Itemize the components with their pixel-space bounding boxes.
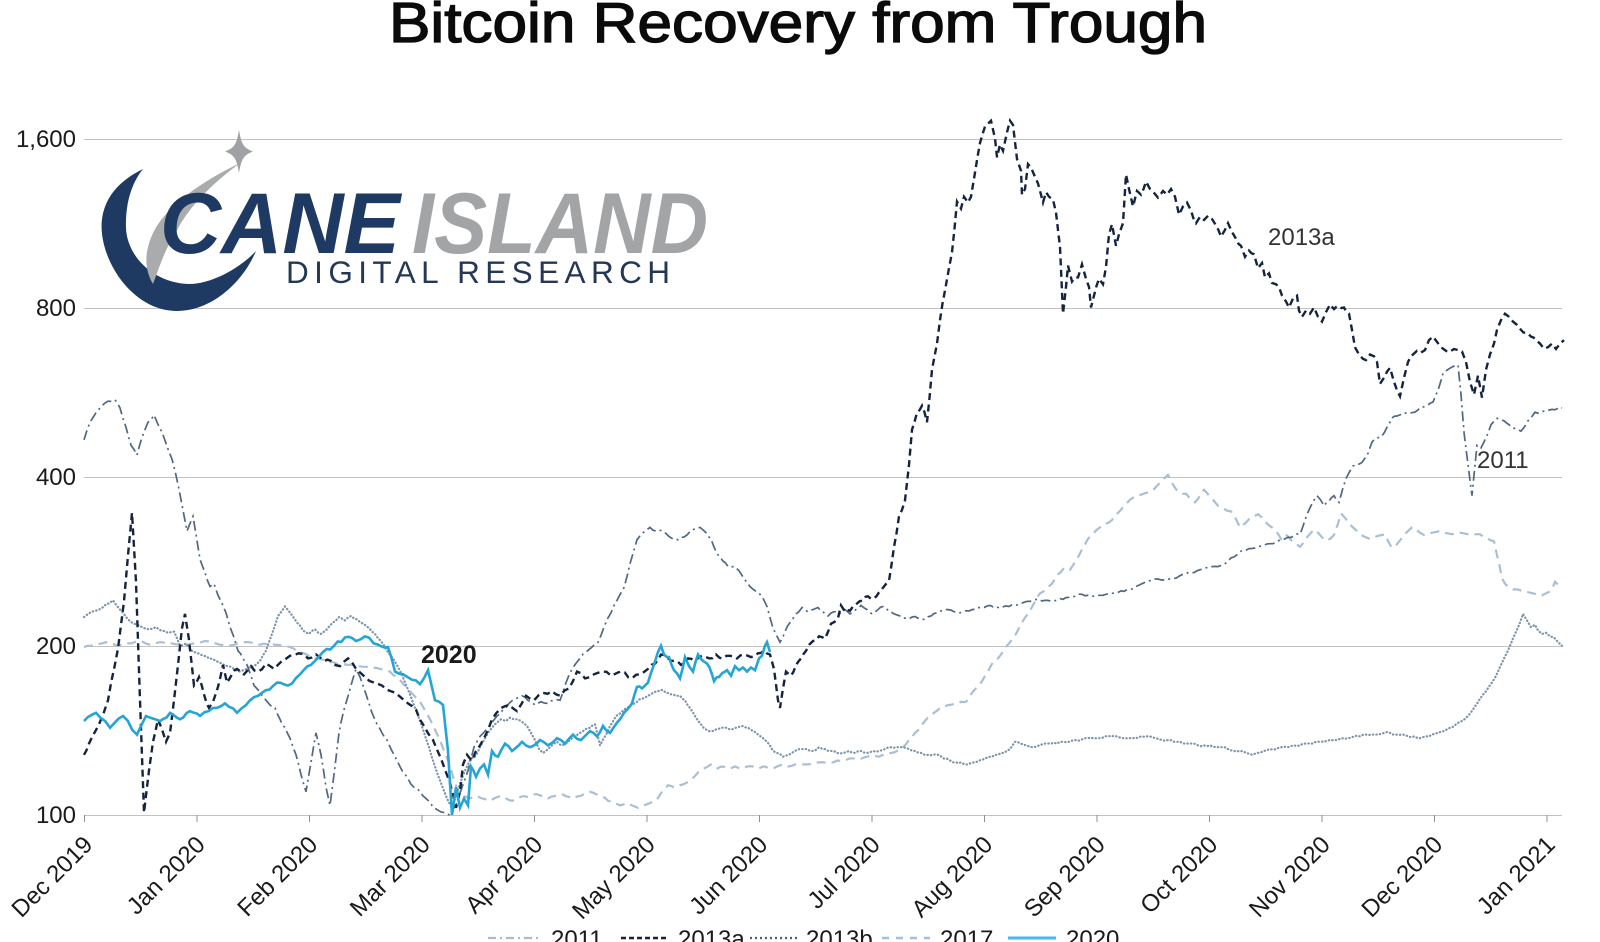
svg-text:1,600: 1,600 bbox=[16, 126, 76, 153]
svg-text:Bitcoin Recovery from Trough: Bitcoin Recovery from Trough bbox=[389, 0, 1207, 55]
svg-text:2013a: 2013a bbox=[1268, 224, 1335, 251]
svg-text:2013a: 2013a bbox=[678, 926, 745, 942]
svg-text:2020: 2020 bbox=[1066, 926, 1119, 942]
svg-text:2017: 2017 bbox=[940, 926, 993, 942]
svg-text:2011: 2011 bbox=[1477, 447, 1529, 474]
svg-text:2011: 2011 bbox=[551, 926, 603, 942]
svg-text:400: 400 bbox=[36, 464, 76, 491]
svg-text:2013b: 2013b bbox=[806, 926, 873, 942]
svg-text:100: 100 bbox=[36, 802, 76, 829]
svg-text:200: 200 bbox=[36, 633, 76, 660]
svg-text:ISLAND: ISLAND bbox=[412, 176, 708, 272]
svg-text:800: 800 bbox=[36, 295, 76, 322]
svg-text:2020: 2020 bbox=[421, 641, 477, 669]
svg-text:DIGITAL RESEARCH: DIGITAL RESEARCH bbox=[286, 254, 678, 290]
svg-text:CANE: CANE bbox=[160, 176, 403, 272]
